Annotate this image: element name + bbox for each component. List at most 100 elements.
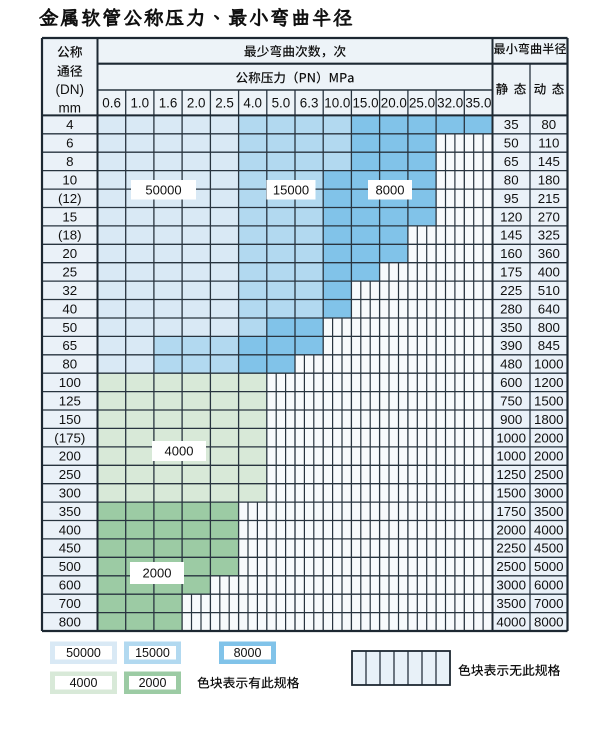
svg-text:325: 325 xyxy=(538,228,560,243)
svg-text:120: 120 xyxy=(500,209,522,224)
svg-text:4000: 4000 xyxy=(496,614,526,629)
svg-text:8: 8 xyxy=(66,154,73,169)
svg-text:32.0: 32.0 xyxy=(437,96,463,111)
svg-text:1.6: 1.6 xyxy=(159,96,178,111)
svg-text:100: 100 xyxy=(59,375,81,390)
svg-text:145: 145 xyxy=(500,228,522,243)
svg-text:95: 95 xyxy=(504,191,519,206)
svg-text:1200: 1200 xyxy=(534,375,564,390)
svg-text:300: 300 xyxy=(59,486,81,501)
svg-text:20.0: 20.0 xyxy=(381,96,407,111)
svg-text:360: 360 xyxy=(538,246,560,261)
svg-text:280: 280 xyxy=(500,301,522,316)
svg-text:5000: 5000 xyxy=(534,559,564,574)
svg-text:480: 480 xyxy=(500,357,522,372)
svg-text:1250: 1250 xyxy=(496,467,526,482)
svg-text:1.0: 1.0 xyxy=(130,96,149,111)
svg-text:600: 600 xyxy=(500,375,522,390)
svg-text:3000: 3000 xyxy=(496,578,526,593)
svg-text:2250: 2250 xyxy=(496,541,526,556)
svg-text:2500: 2500 xyxy=(496,559,526,574)
svg-text:2000: 2000 xyxy=(139,676,167,690)
svg-text:1000: 1000 xyxy=(534,357,564,372)
svg-text:200: 200 xyxy=(59,449,81,464)
svg-text:15000: 15000 xyxy=(273,182,309,197)
svg-text:35.0: 35.0 xyxy=(465,96,491,111)
svg-text:50000: 50000 xyxy=(66,646,101,660)
svg-text:1000: 1000 xyxy=(496,430,526,445)
svg-text:15000: 15000 xyxy=(135,646,170,660)
svg-text:150: 150 xyxy=(59,412,81,427)
svg-text:40: 40 xyxy=(62,301,77,316)
svg-text:65: 65 xyxy=(62,338,77,353)
svg-text:5.0: 5.0 xyxy=(272,96,291,111)
svg-text:10: 10 xyxy=(62,173,77,188)
svg-text:20: 20 xyxy=(62,246,77,261)
svg-text:4000: 4000 xyxy=(534,522,564,537)
svg-text:7000: 7000 xyxy=(534,596,564,611)
svg-text:6000: 6000 xyxy=(534,578,564,593)
svg-text:390: 390 xyxy=(500,338,522,353)
svg-text:3500: 3500 xyxy=(496,596,526,611)
svg-text:215: 215 xyxy=(538,191,560,206)
svg-text:1750: 1750 xyxy=(496,504,526,519)
svg-text:125: 125 xyxy=(59,393,81,408)
svg-text:65: 65 xyxy=(504,154,519,169)
svg-text:6: 6 xyxy=(66,136,73,151)
svg-text:1500: 1500 xyxy=(534,393,564,408)
svg-text:400: 400 xyxy=(59,522,81,537)
svg-text:800: 800 xyxy=(59,614,81,629)
svg-text:2000: 2000 xyxy=(534,449,564,464)
svg-text:50: 50 xyxy=(62,320,77,335)
svg-text:0.6: 0.6 xyxy=(102,96,121,111)
svg-text:1500: 1500 xyxy=(496,486,526,501)
svg-text:700: 700 xyxy=(59,596,81,611)
svg-text:400: 400 xyxy=(538,265,560,280)
svg-text:4000: 4000 xyxy=(165,444,194,459)
svg-text:750: 750 xyxy=(500,393,522,408)
svg-text:4000: 4000 xyxy=(70,676,98,690)
svg-text:50: 50 xyxy=(504,136,519,151)
svg-text:15.0: 15.0 xyxy=(352,96,378,111)
svg-text:845: 845 xyxy=(538,338,560,353)
svg-text:15: 15 xyxy=(62,209,77,224)
svg-text:6.3: 6.3 xyxy=(300,96,319,111)
svg-text:4.0: 4.0 xyxy=(243,96,262,111)
svg-text:25: 25 xyxy=(62,265,77,280)
svg-text:110: 110 xyxy=(538,136,559,151)
svg-text:80: 80 xyxy=(504,173,519,188)
svg-text:270: 270 xyxy=(538,209,560,224)
svg-text:450: 450 xyxy=(59,541,81,556)
svg-text:145: 145 xyxy=(538,154,560,169)
svg-text:640: 640 xyxy=(538,301,560,316)
svg-text:2500: 2500 xyxy=(534,467,564,482)
svg-text:(175): (175) xyxy=(54,430,85,445)
svg-text:8000: 8000 xyxy=(234,646,262,660)
svg-text:3000: 3000 xyxy=(534,486,564,501)
svg-text:510: 510 xyxy=(538,283,560,298)
svg-text:350: 350 xyxy=(500,320,522,335)
svg-text:8000: 8000 xyxy=(534,614,564,629)
svg-text:4500: 4500 xyxy=(534,541,564,556)
svg-text:(12): (12) xyxy=(58,191,82,206)
svg-text:2.5: 2.5 xyxy=(215,96,234,111)
svg-text:250: 250 xyxy=(59,467,81,482)
svg-text:35: 35 xyxy=(504,117,519,132)
svg-text:10.0: 10.0 xyxy=(324,96,350,111)
svg-text:25.0: 25.0 xyxy=(409,96,435,111)
svg-text:(18): (18) xyxy=(58,228,82,243)
svg-text:3500: 3500 xyxy=(534,504,564,519)
svg-text:500: 500 xyxy=(59,559,81,574)
svg-text:2000: 2000 xyxy=(143,566,172,581)
svg-text:2000: 2000 xyxy=(496,522,526,537)
svg-text:1000: 1000 xyxy=(496,449,526,464)
svg-text:8000: 8000 xyxy=(376,182,405,197)
svg-text:180: 180 xyxy=(538,173,560,188)
svg-text:350: 350 xyxy=(59,504,81,519)
svg-text:800: 800 xyxy=(538,320,560,335)
svg-text:mm: mm xyxy=(59,101,82,116)
svg-text:80: 80 xyxy=(541,117,556,132)
svg-text:900: 900 xyxy=(500,412,522,427)
svg-text:175: 175 xyxy=(500,265,522,280)
svg-text:160: 160 xyxy=(500,246,522,261)
